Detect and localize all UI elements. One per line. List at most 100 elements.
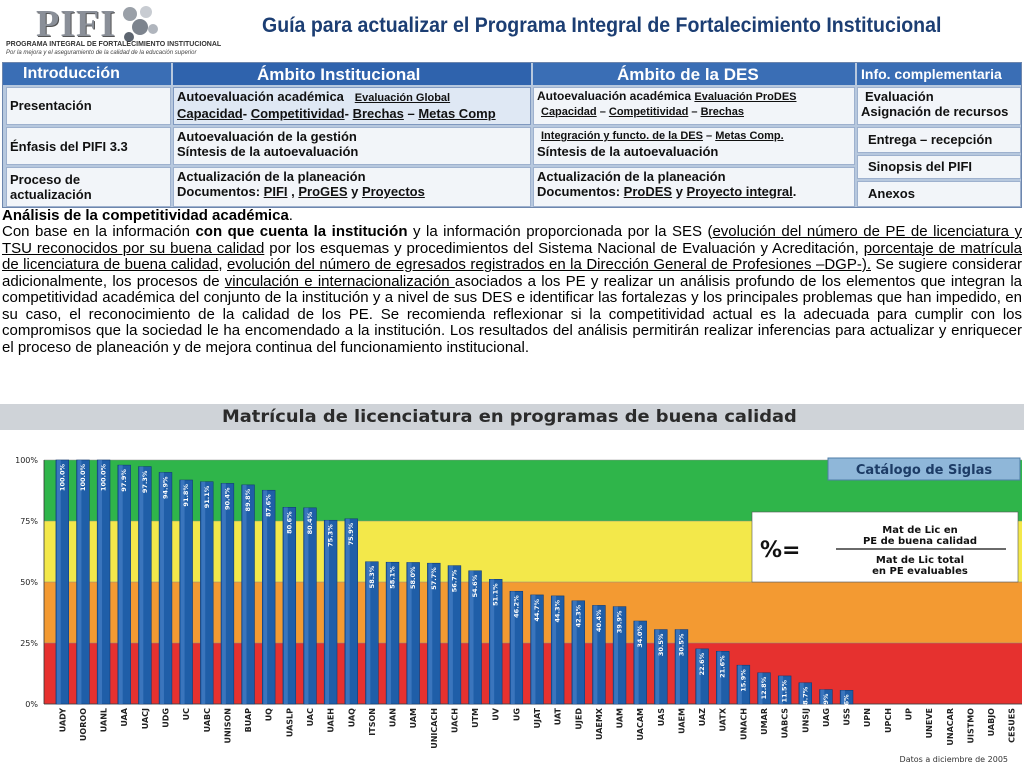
- x-tick-label: UADY: [58, 708, 67, 733]
- bar-highlight: [572, 600, 577, 704]
- bar-highlight: [696, 648, 701, 704]
- y-tick-label: 100%: [15, 456, 38, 465]
- bar-highlight: [779, 675, 784, 704]
- link-evolucion-pe[interactable]: evolución del número de PE de licenciatu…: [2, 223, 1022, 257]
- link-vinculacion[interactable]: vinculación e internacionalización: [224, 272, 455, 290]
- link-proyectos[interactable]: Proyectos: [361, 184, 425, 199]
- formula-box: [751, 511, 1019, 583]
- tab-info-complementaria[interactable]: Info. complementaria: [857, 63, 1021, 85]
- nav-des-planeacion[interactable]: Actualización de la planeación Documento…: [533, 167, 855, 207]
- x-tick-label: UMAR: [760, 708, 769, 735]
- bar-highlight: [634, 621, 639, 704]
- bar-highlight: [552, 595, 557, 704]
- data-label: 87.6%: [265, 494, 273, 517]
- tab-ambito-institucional[interactable]: Ámbito Institucional: [173, 63, 531, 85]
- x-tick-label: UAG: [822, 708, 831, 727]
- link-des-metas-comp[interactable]: Metas Comp.: [715, 130, 784, 142]
- link-autoevaluacion-academica[interactable]: Autoevaluación académica: [177, 89, 344, 104]
- link-proyecto-integral[interactable]: Proyecto integral: [686, 184, 793, 199]
- x-tick-label: CESUES: [1008, 708, 1017, 743]
- bar-highlight: [180, 480, 185, 704]
- nav-presentacion[interactable]: Presentación: [6, 87, 171, 125]
- x-tick-label: UAM: [409, 708, 418, 728]
- tab-ambito-des[interactable]: Ámbito de la DES: [533, 63, 855, 85]
- data-label: 44.3%: [554, 599, 562, 622]
- x-tick-label: UAEH: [327, 708, 336, 733]
- catalogo-siglas-button[interactable]: [827, 457, 1021, 481]
- data-label: 15.9%: [739, 669, 747, 692]
- data-label: 5.6%: [843, 694, 851, 713]
- data-label: 22.6%: [698, 652, 706, 675]
- bar-highlight: [222, 483, 226, 704]
- x-tick-label: UP: [904, 708, 913, 720]
- x-tick-label: ITSON: [368, 708, 377, 736]
- link-des-brechas[interactable]: Brechas: [700, 106, 744, 118]
- bar-highlight: [820, 689, 825, 704]
- x-tick-label: UNSIJ: [801, 708, 810, 733]
- x-tick-label: UG: [512, 708, 521, 721]
- nav-evaluacion[interactable]: Evaluación Asignación de recursos: [857, 87, 1021, 125]
- nav-enfasis[interactable]: Énfasis del PIFI 3.3: [6, 127, 171, 165]
- bar-highlight: [160, 472, 164, 704]
- formula-num2: PE de buena calidad: [863, 536, 977, 547]
- data-label: 5.9%: [822, 693, 830, 712]
- formula-den2: en PE evaluables: [872, 566, 968, 577]
- data-label: 34.0%: [636, 625, 644, 648]
- x-tick-label: UJED: [574, 708, 583, 730]
- x-tick-label: UTM: [471, 708, 480, 728]
- bar-highlight: [510, 591, 515, 704]
- link-evolucion-egresados[interactable]: evolución del número de egresados regist…: [227, 256, 871, 273]
- link-evaluacion-global[interactable]: Evaluación Global: [354, 92, 451, 104]
- x-tick-label: UACAM: [636, 708, 645, 741]
- nav-des-integracion[interactable]: Integración y functo. de la DES – Metas …: [533, 127, 855, 165]
- link-porcentaje-matricula[interactable]: porcentaje de matrícula de licenciatura …: [2, 239, 1022, 273]
- bar-highlight: [737, 665, 742, 704]
- x-tick-label: UANL: [100, 708, 109, 732]
- link-evaluacion-prodes[interactable]: Evaluación ProDES: [694, 91, 797, 103]
- section-paragraph: Con base en la información con que cuent…: [2, 223, 1023, 356]
- bar-highlight: [118, 465, 123, 704]
- data-label: 12.8%: [760, 676, 768, 699]
- nav-entrega-recepcion[interactable]: Entrega – recepción: [857, 127, 1021, 153]
- data-label: 100.0%: [58, 464, 66, 492]
- x-tick-label: UOROO: [79, 708, 88, 741]
- chart-title: Matrícula de licenciatura en programas d…: [222, 407, 797, 427]
- link-competitividad[interactable]: Competitividad: [250, 106, 345, 121]
- y-tick-label: 0%: [25, 700, 38, 709]
- nav-inst-gestion[interactable]: Autoevaluación de la gestión Síntesis de …: [173, 127, 531, 165]
- nav-des-autoevaluacion[interactable]: Autoevaluación académica Evaluación ProD…: [533, 87, 855, 125]
- data-label: 40.4%: [595, 609, 603, 632]
- chart-title-bar: Matrícula de licenciatura en programas d…: [0, 404, 1024, 430]
- x-tick-label: BUAP: [244, 708, 253, 733]
- link-des-capacidad[interactable]: Capacidad: [541, 106, 597, 118]
- tab-introduccion[interactable]: Introducción: [3, 63, 171, 85]
- x-tick-label: UNISON: [223, 708, 232, 743]
- x-tick-label: UAEMX: [595, 707, 604, 740]
- nav-inst-planeacion[interactable]: Actualización de la planeación Documento…: [173, 167, 531, 207]
- nav-anexos[interactable]: Anexos: [857, 181, 1021, 207]
- link-des-competitividad[interactable]: Competitividad: [608, 106, 689, 118]
- nav-proceso-actualizacion[interactable]: Proceso de actualización: [6, 167, 171, 207]
- data-label: 75.3%: [327, 524, 335, 547]
- x-tick-label: UAQ: [347, 708, 356, 727]
- link-prodes[interactable]: ProDES: [623, 184, 673, 199]
- logo-tagline: Por la mejora y el aseguramiento de la c…: [6, 50, 197, 56]
- bar-highlight: [655, 629, 660, 704]
- data-label: 54.6%: [471, 574, 479, 597]
- link-proges[interactable]: ProGES: [298, 184, 348, 199]
- y-tick-label: 75%: [20, 517, 38, 526]
- x-tick-label: UNEVE: [925, 708, 934, 738]
- x-tick-label: UAA: [120, 707, 129, 726]
- x-tick-label: UPCH: [884, 708, 893, 733]
- link-metas-comp[interactable]: Metas Comp: [418, 106, 496, 121]
- x-tick-label: UATX: [719, 707, 728, 731]
- link-pifi[interactable]: PIFI: [263, 184, 288, 199]
- nav-inst-autoevaluacion[interactable]: Autoevaluación académica Evaluación Glob…: [173, 87, 531, 125]
- link-brechas[interactable]: Brechas: [352, 106, 404, 121]
- x-tick-label: UACJ: [141, 708, 150, 729]
- nav-sinopsis[interactable]: Sinopsis del PIFI: [857, 155, 1021, 179]
- link-capacidad[interactable]: Capacidad: [177, 106, 243, 121]
- data-label: 89.8%: [244, 488, 252, 511]
- bar-highlight: [77, 460, 82, 704]
- bar-highlight: [325, 520, 330, 704]
